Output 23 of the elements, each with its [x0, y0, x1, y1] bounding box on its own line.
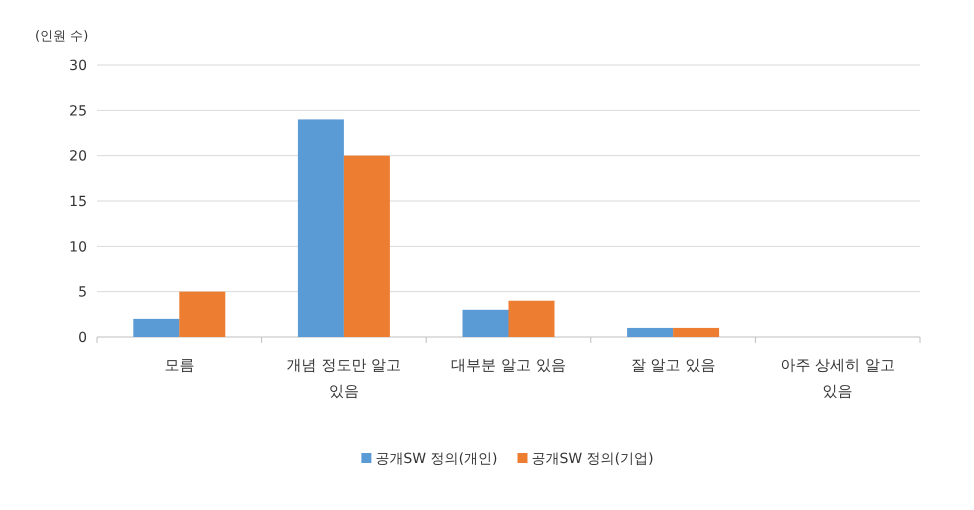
bar: [179, 292, 226, 337]
y-tick-label: 5: [78, 284, 87, 301]
legend-label: 공개SW 정의(개인): [375, 451, 498, 467]
y-tick-label: 20: [69, 148, 87, 165]
x-tick-label: 아주 상세히 알고 있음: [780, 356, 895, 400]
y-tick-label: 15: [69, 194, 87, 210]
x-tick-label: 개념 정도만 알고 있음: [286, 356, 402, 400]
x-tick-label: 모름: [164, 356, 194, 374]
y-tick-label: 0: [78, 330, 87, 346]
bar: [508, 300, 554, 337]
y-tick-label: 30: [69, 58, 87, 74]
bar: [673, 328, 720, 337]
bar: [462, 310, 508, 337]
bar: [298, 119, 344, 337]
legend-label: 공개SW 정의(기업): [532, 451, 654, 467]
x-tick-label: 대부분 알고 있음: [451, 356, 566, 374]
bar: [627, 328, 674, 337]
y-axis-title: (인원 수): [35, 29, 88, 44]
bar: [344, 156, 390, 337]
y-tick-label: 10: [69, 239, 87, 256]
bar: [133, 318, 180, 337]
x-tick-label: 잘 알고 있음: [630, 356, 716, 374]
y-tick-label: 25: [69, 103, 87, 120]
